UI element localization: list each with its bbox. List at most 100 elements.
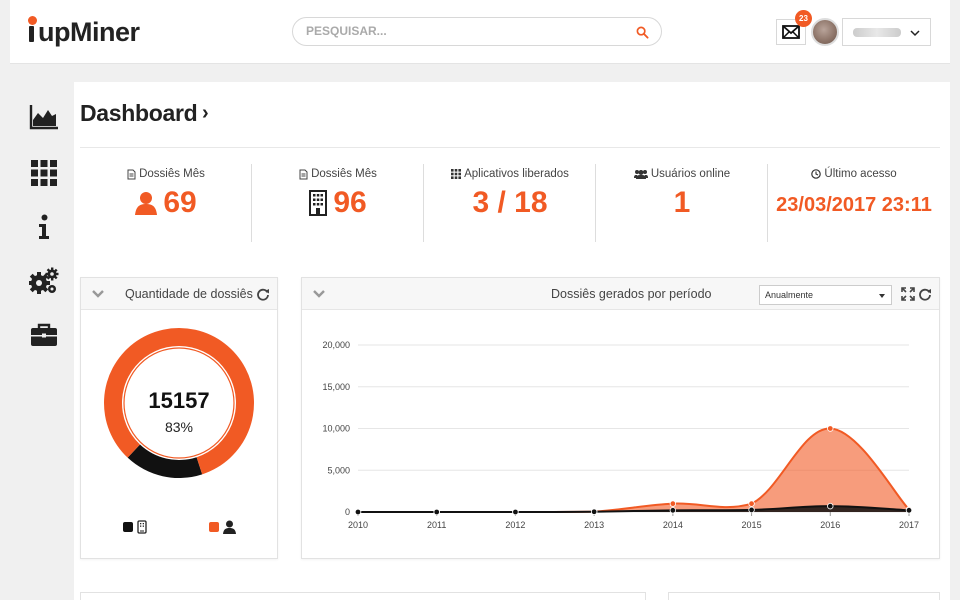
search-input[interactable] xyxy=(306,24,626,38)
data-point[interactable] xyxy=(669,500,677,507)
caret-down-icon xyxy=(879,294,885,298)
mail-count-badge: 23 xyxy=(795,10,812,27)
title-divider xyxy=(80,147,940,148)
search-box xyxy=(292,17,662,46)
stat-dossies-pessoa: Dossiês Mês 69 xyxy=(80,164,252,242)
envelope-icon xyxy=(782,25,800,39)
donut-total: 15157 xyxy=(148,388,210,413)
period-select[interactable]: Anualmente xyxy=(759,285,892,305)
legend-swatch xyxy=(209,522,219,532)
search-icon[interactable] xyxy=(636,26,649,39)
data-point[interactable] xyxy=(433,508,440,516)
period-chart-panel: Dossiês gerados por período Anualmente 0… xyxy=(301,277,940,559)
panel-title: Quantidade de dossiês xyxy=(125,287,253,301)
stat-value: 3 / 18 xyxy=(472,186,548,219)
stat-separator xyxy=(423,164,424,242)
stat-separator xyxy=(251,164,252,242)
info-icon xyxy=(39,214,49,239)
chevron-down-icon[interactable] xyxy=(91,287,105,301)
mail-button[interactable] xyxy=(776,19,806,45)
sidebar-item-briefcase[interactable] xyxy=(29,320,59,350)
logo-text: upMiner xyxy=(26,17,140,48)
sidebar-item-dashboard[interactable] xyxy=(29,102,59,132)
gears-icon xyxy=(29,267,59,294)
chevron-down-icon xyxy=(910,30,920,37)
phone-icon xyxy=(137,520,147,534)
area-chart: 0 5,000 10,000 15,000 20,000 2010 2011 2012 2013… xyxy=(322,340,919,530)
donut-chart xyxy=(104,328,254,478)
stats-row: Dossiês Mês 69 Dossiês Mês xyxy=(80,164,940,242)
sidebar-item-settings[interactable] xyxy=(29,266,59,296)
donut-slice-empresa[interactable] xyxy=(127,444,203,478)
stat-separator xyxy=(595,164,596,242)
refresh-icon[interactable] xyxy=(256,287,270,301)
data-point[interactable] xyxy=(827,425,834,432)
grid-icon xyxy=(451,169,462,179)
y-tick-label: 0 xyxy=(345,507,350,517)
data-point[interactable] xyxy=(669,507,677,514)
stat-label: Último acesso xyxy=(768,168,940,180)
users-icon xyxy=(633,170,648,179)
x-tick-label: 2017 xyxy=(899,520,919,530)
x-tick-label: 2010 xyxy=(348,520,368,530)
legend-pessoa[interactable] xyxy=(209,520,236,534)
avatar[interactable] xyxy=(811,18,839,46)
expand-icon[interactable] xyxy=(901,287,915,301)
briefcase-icon xyxy=(31,323,57,346)
panel-header: Dossiês gerados por período Anualmente xyxy=(302,278,939,310)
x-tick-label: 2015 xyxy=(742,520,762,530)
panel-header: Quantidade de dossiês xyxy=(81,278,277,310)
donut-inner-ring xyxy=(123,347,235,459)
stat-label: Usuários online xyxy=(596,168,768,180)
data-point[interactable] xyxy=(748,500,755,507)
stat-value: 1 xyxy=(673,186,691,219)
x-tick-label: 2014 xyxy=(663,520,683,530)
user-menu[interactable]: usuario xyxy=(842,18,931,46)
donut-percent: 83% xyxy=(164,419,194,435)
grid-icon xyxy=(31,160,57,186)
data-point[interactable] xyxy=(905,507,913,514)
stat-value: 23/03/2017 23:11 xyxy=(776,194,932,216)
stat-label: Aplicativos liberados xyxy=(424,168,596,180)
stat-label: Dossiês Mês xyxy=(80,168,252,180)
stat-separator xyxy=(767,164,768,242)
stat-value: 69 xyxy=(80,186,252,220)
chevron-down-icon[interactable] xyxy=(312,287,326,301)
title-chevron[interactable]: › xyxy=(202,102,209,124)
data-point[interactable] xyxy=(354,508,362,516)
data-point[interactable] xyxy=(748,506,755,514)
legend-empresa[interactable] xyxy=(123,520,147,534)
logo[interactable]: upMiner xyxy=(26,14,140,50)
stat-ultimo-acesso: Último acesso 23/03/2017 23:11 xyxy=(768,164,940,242)
legend-swatch xyxy=(123,522,133,532)
building-icon xyxy=(309,190,328,216)
panel-title: Dossiês gerados por período xyxy=(551,287,712,301)
period-select-value: Anualmente xyxy=(765,290,814,300)
clock-icon xyxy=(811,169,822,179)
series-line-empresa xyxy=(357,505,910,513)
sidebar-item-apps[interactable] xyxy=(29,158,59,188)
stat-aplicativos: Aplicativos liberados 3 / 18 xyxy=(424,164,596,242)
sidebar xyxy=(14,82,74,600)
x-tick-label: 2016 xyxy=(820,520,840,530)
sidebar-item-info[interactable] xyxy=(29,212,59,242)
stat-dossies-empresa: Dossiês Mês 96 xyxy=(252,164,424,242)
data-point[interactable] xyxy=(827,502,834,510)
area-chart-icon xyxy=(29,105,58,130)
document-icon xyxy=(127,169,136,179)
x-tick-label: 2012 xyxy=(505,520,525,530)
stat-label: Dossiês Mês xyxy=(252,168,424,180)
x-tick-label: 2011 xyxy=(427,520,446,530)
y-tick-label: 15,000 xyxy=(322,382,350,392)
refresh-icon[interactable] xyxy=(918,287,932,301)
bottom-card-right xyxy=(668,592,940,600)
stat-usuarios-online: Usuários online 1 xyxy=(596,164,768,242)
y-tick-label: 20,000 xyxy=(322,340,350,350)
user-icon xyxy=(135,192,158,215)
y-tick-label: 5,000 xyxy=(327,465,350,475)
bottom-card-left xyxy=(80,592,646,600)
data-point[interactable] xyxy=(590,508,598,515)
data-point[interactable] xyxy=(512,508,519,516)
y-tick-label: 10,000 xyxy=(322,424,350,434)
logo-dot xyxy=(28,16,37,25)
